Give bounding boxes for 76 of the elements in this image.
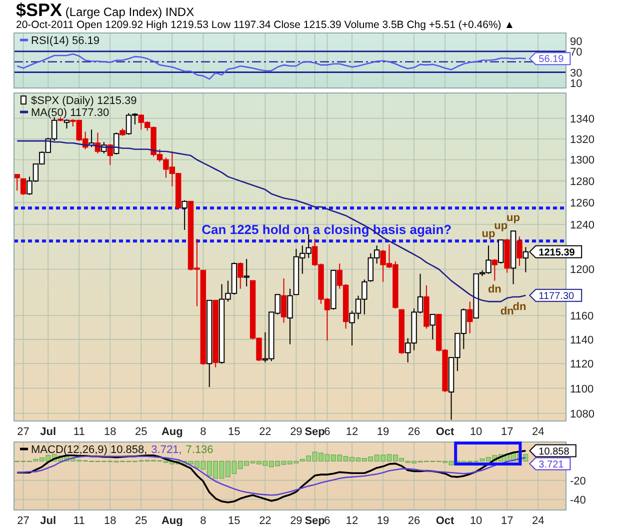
x-tick-label: 11 — [73, 426, 85, 438]
x-tick-label: 29 — [290, 426, 302, 438]
y-tick-label: 70 — [570, 46, 582, 58]
x-tick-label: 8 — [200, 515, 206, 526]
y-tick-label: 1080 — [570, 408, 594, 420]
x-tick-label: Oct — [436, 426, 455, 438]
y-tick-label: 1320 — [570, 134, 594, 146]
x-tick-label: Sep — [304, 515, 326, 526]
x-tick-label: 25 — [135, 515, 148, 526]
x-tick-label: Oct — [436, 515, 455, 526]
x-tick-label: 26 — [408, 426, 420, 438]
x-tick-label: Aug — [161, 426, 183, 438]
x-tick-label: 15 — [228, 426, 240, 438]
y-tick-label: 1200 — [570, 264, 594, 276]
x-tick-label: 29 — [290, 515, 302, 526]
legend-label: RSI(14) 56.19 — [31, 35, 100, 47]
x-tick-label: 24 — [532, 515, 544, 526]
data-label: 1177.30 — [538, 290, 575, 302]
x-tick-label: 6 — [324, 426, 330, 438]
x-tick-label: 19 — [376, 426, 390, 438]
x-tick-label: 6 — [324, 515, 330, 526]
chart-title: $SPX (Large Cap Index) INDX — [16, 0, 194, 20]
y-tick-label: 1340 — [570, 113, 594, 126]
data-label: 3.721 — [538, 459, 564, 470]
x-tick-label: 12 — [346, 515, 358, 526]
legend-label: MACD(12,26,9) 10.858, — [31, 444, 148, 456]
annotation: dn — [488, 284, 502, 296]
ref-line-label: Can 1225 hold on a closing basis again? — [202, 222, 452, 238]
text: 1215.39 — [538, 247, 575, 258]
x-tick-label: 25 — [135, 426, 148, 438]
annotation: dn — [500, 306, 514, 318]
x-tick-label: 12 — [346, 426, 358, 438]
y-tick-label: 1280 — [570, 176, 594, 188]
y-tick-label: 1160 — [570, 310, 594, 323]
annotation: up — [482, 228, 496, 240]
x-tick-label: Jul — [40, 515, 56, 526]
x-tick-label: 11 — [73, 515, 85, 526]
x-tick-label: 15 — [228, 515, 240, 526]
chart-subtitle: 20-Oct-2011 Open 1209.92 High 1219.53 Low 1197.34 Close 1215.39 Volume 3.5B Chg +5.51 (+0.46%) ▲ — [16, 19, 515, 31]
x-tick-label: 17 — [500, 426, 514, 438]
y-tick-label: 1300 — [570, 154, 594, 167]
annotation: up — [494, 220, 508, 232]
x-tick-label: 18 — [104, 515, 116, 526]
legend-label: MA(50) 1177.30 — [31, 107, 110, 119]
y-tick-label: 1100 — [570, 383, 594, 396]
x-tick-label: 19 — [376, 515, 390, 526]
series-label: 7.136 — [186, 444, 214, 456]
y-tick-label: 90 — [570, 36, 582, 48]
x-tick-label: 10 — [470, 515, 482, 526]
y-tick-label: 1120 — [570, 358, 594, 371]
x-tick-label: Jul — [40, 426, 56, 438]
x-tick-label: 27 — [17, 426, 30, 438]
y-tick-label: 1140 — [570, 334, 594, 346]
x-tick-label: Aug — [161, 515, 183, 526]
x-tick-label: 26 — [408, 515, 420, 526]
x-tick-label: 27 — [17, 515, 30, 526]
x-tick-label: 24 — [532, 426, 544, 438]
x-tick-label: 22 — [259, 426, 272, 438]
x-tick-label: 22 — [259, 515, 272, 526]
x-tick-label: 10 — [470, 426, 482, 438]
legend-label: $SPX (Daily) 1215.39 — [31, 95, 137, 107]
annotation: dn — [512, 300, 526, 313]
x-tick-label: 8 — [200, 426, 206, 438]
y-tick-label: 10 — [570, 78, 582, 90]
data-label: 10.858 — [538, 446, 570, 458]
data-label: 56.19 — [538, 54, 564, 66]
x-tick-label: Sep — [304, 426, 326, 438]
x-tick-label: 17 — [500, 515, 514, 526]
y-tick-label: 30 — [570, 67, 582, 80]
y-tick-label: -20 — [570, 475, 586, 488]
y-tick-label: 1260 — [570, 198, 594, 210]
series-label: 3.721, — [151, 444, 182, 456]
annotation: up — [506, 212, 520, 224]
y-tick-label: 1240 — [570, 219, 594, 232]
y-tick-label: -40 — [570, 494, 586, 506]
x-tick-label: 18 — [104, 426, 116, 438]
